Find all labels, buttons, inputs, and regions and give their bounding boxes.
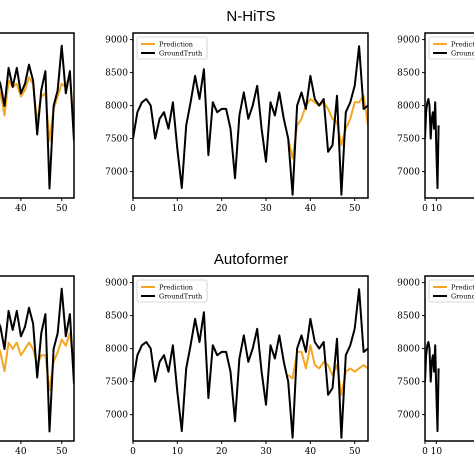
chart-bottom-left: 40 50 — [0, 275, 75, 457]
plot-area — [0, 287, 74, 433]
x-tick-label: 10 — [431, 204, 443, 214]
y-tick-label: 9000 — [397, 279, 420, 289]
plot-area — [133, 45, 368, 196]
x-tick-label: 0 — [422, 447, 428, 457]
y-tick-label: 8000 — [397, 102, 420, 112]
plot-frame — [132, 32, 369, 199]
prediction-legend-label: Prediction — [159, 40, 193, 48]
y-tick-label: 8000 — [105, 345, 128, 355]
y-tick-label: 9000 — [397, 36, 420, 46]
plot-frame — [132, 275, 369, 442]
plot-frame — [0, 275, 75, 442]
ground-truth-line — [0, 44, 74, 190]
y-tick-label: 8000 — [397, 345, 420, 355]
y-tick-label: 9000 — [105, 36, 128, 46]
y-tick-label: 7500 — [105, 378, 128, 388]
ground-truth-legend-label: GroundTruth — [451, 49, 474, 57]
chart-bottom-middle: 0 10 20 30 40 50 7000 7500 8000 8500 9000 Predictio… — [105, 275, 369, 457]
x-tick-label: 10 — [172, 204, 184, 214]
plot-frame — [424, 32, 474, 199]
top-title: N-HiTS — [226, 8, 275, 25]
y-tick-label: 9000 — [105, 279, 128, 289]
x-tick-label: 10 — [431, 447, 443, 457]
ground-truth-legend-label: GroundTruth — [159, 292, 202, 300]
x-tick-label: 40 — [15, 447, 27, 457]
bottom-title: Autoformer — [214, 251, 288, 268]
chart-top-middle: 0 10 20 30 40 50 7000 7500 8000 8500 9000 Predictio… — [105, 32, 369, 214]
y-tick-label: 8500 — [105, 312, 128, 322]
x-tick-label: 50 — [56, 204, 68, 214]
y-tick-label: 7500 — [105, 135, 128, 145]
y-tick-label: 8500 — [105, 69, 128, 79]
x-tick-label: 40 — [305, 204, 317, 214]
y-tick-label: 7000 — [397, 411, 420, 421]
plot-frame — [424, 275, 474, 442]
y-tick-label: 8500 — [397, 312, 420, 322]
prediction-line — [287, 94, 368, 160]
y-tick-label: 8500 — [397, 69, 420, 79]
chart-top-right: 010 7000 7500 8000 8500 9000 PredictionGroundT… — [397, 32, 474, 214]
x-tick-label: 10 — [172, 447, 184, 457]
y-tick-label: 7000 — [105, 411, 128, 421]
x-tick-label: 20 — [216, 204, 228, 214]
x-tick-label: 20 — [216, 447, 228, 457]
ground-truth-legend-label: GroundTruth — [451, 292, 474, 300]
x-tick-label: 40 — [305, 447, 317, 457]
plot-frame — [0, 32, 75, 199]
x-tick-label: 40 — [15, 204, 27, 214]
x-tick-label: 50 — [56, 447, 68, 457]
plot-area — [425, 341, 440, 433]
x-tick-label: 50 — [349, 447, 361, 457]
chart-top-left: 40 50 — [0, 32, 75, 214]
ground-truth-line — [133, 45, 368, 196]
prediction-legend-label: Prediction — [159, 283, 193, 291]
y-tick-label: 7000 — [397, 168, 420, 178]
ground-truth-line — [0, 287, 74, 433]
y-tick-label: 7500 — [397, 135, 420, 145]
x-tick-label: 30 — [260, 204, 272, 214]
ground-truth-legend-label: GroundTruth — [159, 49, 202, 57]
y-tick-label: 7500 — [397, 378, 420, 388]
prediction-legend-label: Prediction — [451, 283, 474, 291]
plot-area — [133, 288, 368, 439]
prediction-line — [287, 344, 368, 396]
prediction-legend-label: Prediction — [451, 40, 474, 48]
chart-bottom-right: 010 7000 7500 8000 8500 9000 PredictionGroundT… — [397, 275, 474, 457]
y-tick-label: 7000 — [105, 168, 128, 178]
x-tick-label: 0 — [422, 204, 428, 214]
prediction-line — [0, 73, 74, 142]
y-tick-label: 8000 — [105, 102, 128, 112]
ground-truth-line — [425, 98, 440, 190]
plot-area — [0, 44, 74, 190]
x-tick-label: 0 — [130, 447, 136, 457]
x-tick-label: 0 — [130, 204, 136, 214]
ground-truth-line — [133, 288, 368, 439]
x-tick-label: 30 — [260, 447, 272, 457]
plot-area — [425, 98, 440, 190]
prediction-line — [0, 332, 74, 392]
ground-truth-line — [425, 341, 440, 433]
x-tick-label: 50 — [349, 204, 361, 214]
